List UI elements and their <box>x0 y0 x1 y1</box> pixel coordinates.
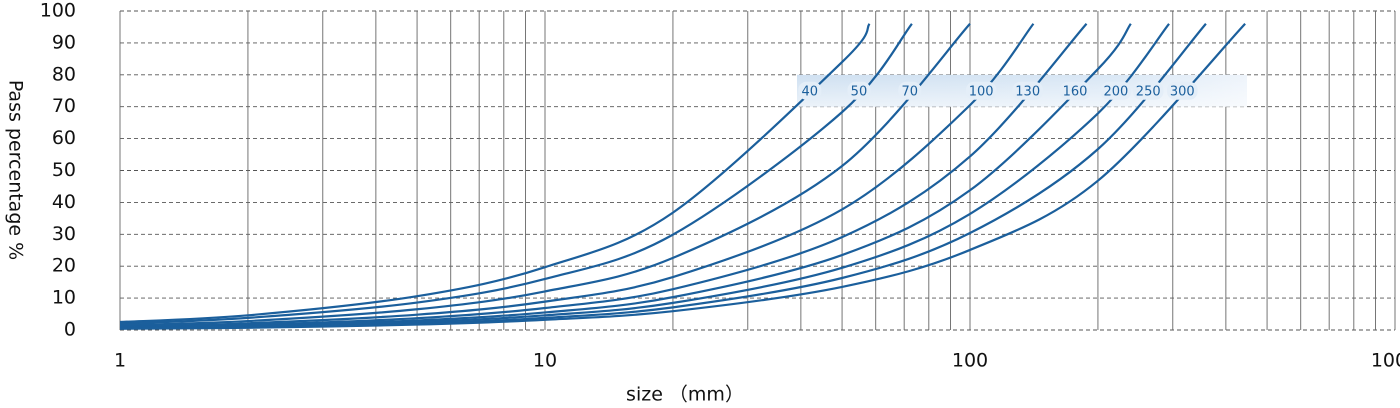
y-axis-label: Pass percentage % <box>5 80 27 260</box>
label-backing <box>1059 81 1091 100</box>
x-tick-label: 1000 <box>1371 350 1400 372</box>
x-tick-label: 100 <box>952 350 988 372</box>
legend-label: 50 <box>851 84 868 99</box>
series-line <box>119 23 1132 329</box>
legend-label: 130 <box>1015 84 1040 99</box>
label-backing <box>847 81 871 100</box>
series-line <box>119 23 871 324</box>
x-axis-label: size （mm） <box>626 384 744 406</box>
y-tick-label: 60 <box>52 127 76 149</box>
y-tick-label: 100 <box>40 0 76 22</box>
y-tick-label: 40 <box>52 191 76 213</box>
grid <box>119 10 1396 331</box>
legend-label: 100 <box>969 84 994 99</box>
series-lines <box>119 23 1246 330</box>
y-tick-label: 80 <box>52 63 76 85</box>
y-tick-label: 0 <box>64 319 76 341</box>
series-line <box>119 23 1035 328</box>
label-backing <box>965 81 997 100</box>
legend-label: 160 <box>1063 84 1088 99</box>
y-tick-label: 20 <box>52 255 76 277</box>
series-line <box>119 23 971 327</box>
label-backing <box>1012 81 1043 100</box>
legend-label: 200 <box>1103 84 1128 99</box>
legend-label: 70 <box>901 84 918 99</box>
legend-label: 300 <box>1170 84 1195 99</box>
y-tick-label: 10 <box>52 287 76 309</box>
label-backing <box>1167 81 1198 100</box>
label-backing <box>1100 81 1132 100</box>
y-tick-label: 50 <box>52 159 76 181</box>
x-tick-label: 10 <box>533 350 557 372</box>
label-backing <box>1132 81 1164 100</box>
series-line <box>119 23 1088 329</box>
legend-label: 250 <box>1136 84 1161 99</box>
series-line <box>119 23 1246 330</box>
series-line <box>119 23 1207 330</box>
y-tick-label: 30 <box>52 223 76 245</box>
y-tick-label: 90 <box>52 31 76 53</box>
series-line <box>119 23 1170 330</box>
label-backing <box>798 81 822 100</box>
series-line <box>119 23 913 325</box>
y-tick-label: 70 <box>52 95 76 117</box>
series-labels: 40 50 70 100 130 160 200 250 300 <box>798 81 1198 100</box>
x-tick-label: 1 <box>114 350 126 372</box>
legend-label: 40 <box>802 84 819 99</box>
label-backing <box>898 81 922 100</box>
